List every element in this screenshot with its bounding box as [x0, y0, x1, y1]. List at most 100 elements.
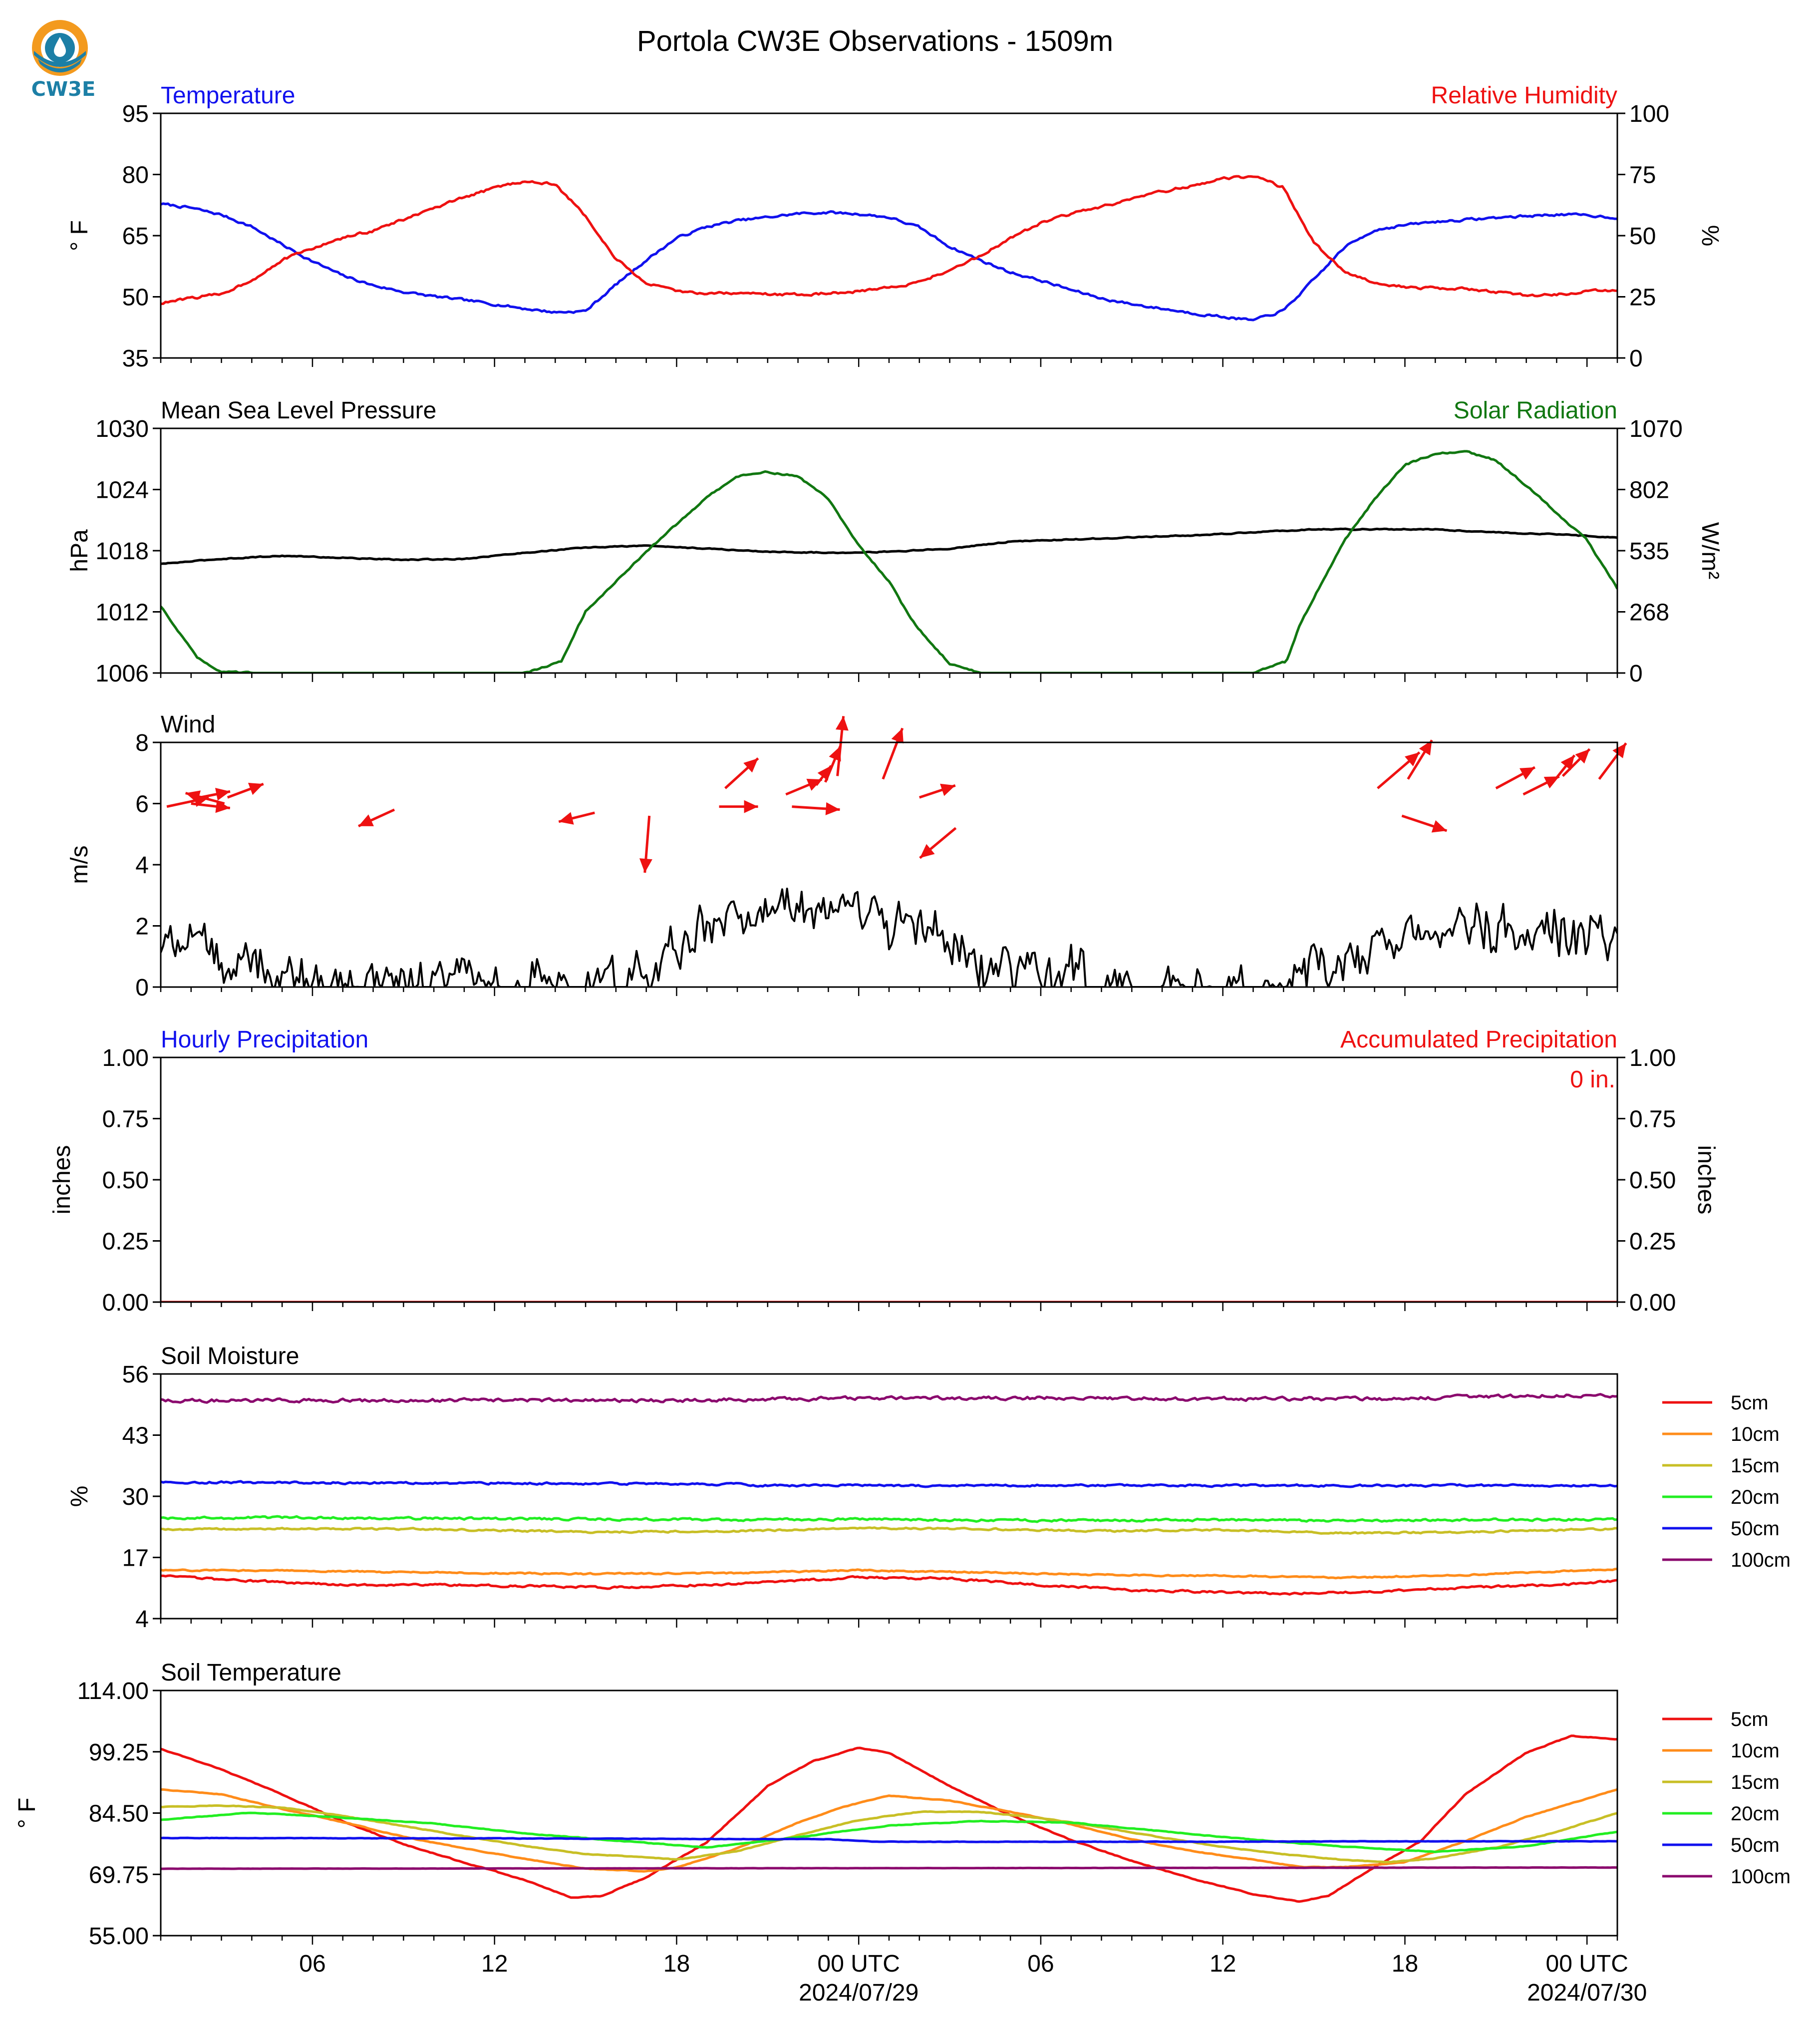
- panel-title-left: Mean Sea Level Pressure: [161, 397, 436, 424]
- x-tick-label: 06: [1027, 1951, 1054, 1977]
- series-line-mean-sea-level-pressure: [161, 527, 1617, 565]
- y-tick-label: 35: [122, 345, 149, 372]
- series-line-temperature: [161, 202, 1617, 322]
- wind-arrow-head: [248, 782, 264, 795]
- y-tick-label-right: 0.25: [1629, 1229, 1676, 1255]
- y-tick-label-right: 50: [1629, 223, 1656, 250]
- panel-pressure_solar: [153, 427, 1625, 682]
- y-tick-label-right: 25: [1629, 285, 1656, 311]
- series-line-15cm: [161, 1526, 1617, 1535]
- y-tick-label: 17: [122, 1545, 149, 1572]
- y-tick-label-right: 0.50: [1629, 1167, 1676, 1194]
- y-tick-label: 1012: [95, 600, 149, 626]
- series-group: [161, 175, 1617, 322]
- series-line-5cm: [161, 1574, 1617, 1596]
- panel-precip: [153, 1056, 1625, 1311]
- x-tick-date-label: 2024/07/30: [1527, 1980, 1647, 2006]
- y-tick-label: 69.75: [89, 1862, 149, 1888]
- wind-arrow-head: [1612, 743, 1626, 758]
- wind-arrows: [166, 716, 1627, 873]
- legend: [1662, 1717, 1712, 1878]
- series-line-10cm: [161, 1788, 1617, 1873]
- panel-title-left: Wind: [161, 711, 215, 738]
- series-line-20cm: [161, 1515, 1617, 1523]
- y-tick-label: 4: [135, 1606, 149, 1633]
- legend: [1662, 1401, 1712, 1561]
- y-tick-label-right: 535: [1629, 538, 1669, 565]
- y-tick-label-right: 268: [1629, 600, 1669, 626]
- legend-label: 10cm: [1731, 1740, 1780, 1762]
- wind-arrow-head: [559, 812, 574, 825]
- y-tick-label: 8: [135, 730, 149, 756]
- y-axis-label: inches: [49, 1145, 75, 1215]
- y-axis-label-right: %: [1697, 225, 1723, 247]
- y-tick-label: 0.75: [102, 1106, 149, 1133]
- accumulated-precip-total: 0 in.: [1570, 1066, 1615, 1093]
- y-tick-label: 0.25: [102, 1229, 149, 1255]
- panel-wind: [153, 716, 1627, 996]
- y-tick-label-right: 0.00: [1629, 1290, 1676, 1316]
- y-tick-label-right: 1.00: [1629, 1045, 1676, 1071]
- legend-label: 50cm: [1731, 1834, 1780, 1856]
- y-tick-label: 0.00: [102, 1290, 149, 1316]
- legend-label: 5cm: [1731, 1392, 1769, 1414]
- panel-soil_temperature: [153, 1690, 1712, 1945]
- wind-arrow-head: [1431, 820, 1447, 833]
- legend-label: 100cm: [1731, 1549, 1791, 1571]
- y-tick-label-right: 0.75: [1629, 1106, 1676, 1133]
- y-tick-label: 0.50: [102, 1167, 149, 1194]
- cw3e-water-drop-logo-icon: [32, 20, 88, 76]
- y-tick-label: 95: [122, 101, 149, 127]
- y-tick-label: 114.00: [77, 1678, 149, 1704]
- series-line-10cm: [161, 1567, 1617, 1580]
- series-line-wind: [161, 887, 1617, 987]
- series-line-100cm: [161, 1393, 1617, 1404]
- wind-arrow-head: [358, 814, 374, 826]
- y-tick-label-right: 802: [1629, 477, 1669, 504]
- y-tick-label-right: 1070: [1629, 416, 1683, 442]
- y-tick-label-right: 75: [1629, 162, 1656, 189]
- wind-arrow-head: [940, 783, 955, 796]
- panel-title-left: Soil Moisture: [161, 1343, 299, 1369]
- wind-arrow-head: [215, 787, 231, 801]
- series-group: [161, 1393, 1617, 1596]
- cw3e-logo: CW3E: [31, 19, 96, 104]
- wind-arrow-head: [1575, 749, 1590, 764]
- series-group: [161, 450, 1617, 673]
- y-tick-label: 1018: [95, 538, 149, 565]
- y-tick-label: 56: [122, 1361, 149, 1388]
- y-tick-label-right: 0: [1629, 661, 1643, 687]
- x-tick-label: 18: [1392, 1951, 1418, 1977]
- y-tick-label: 50: [122, 285, 149, 311]
- x-tick-label: 12: [1210, 1951, 1236, 1977]
- x-tick-label: 06: [299, 1951, 325, 1977]
- figure-title: Portola CW3E Observations - 1509m: [637, 25, 1113, 57]
- series-line-20cm: [161, 1811, 1617, 1853]
- wind-arrow-head: [744, 800, 758, 813]
- y-tick-label: 99.25: [89, 1739, 149, 1766]
- y-tick-label: 1.00: [102, 1045, 149, 1071]
- y-axis-label: %: [66, 1486, 93, 1507]
- y-tick-label: 0: [135, 975, 149, 1001]
- wind-arrow-head: [1405, 752, 1420, 766]
- legend-label: 15cm: [1731, 1771, 1780, 1793]
- y-tick-label: 4: [135, 852, 149, 879]
- series-line-relative-humidity: [161, 175, 1617, 306]
- y-tick-label: 1030: [95, 416, 149, 442]
- y-tick-label: 65: [122, 223, 149, 250]
- y-axis-label: ° F: [14, 1798, 40, 1829]
- y-axis-label: ° F: [66, 220, 93, 251]
- wind-arrow-head: [639, 858, 652, 873]
- x-tick-date-label: 2024/07/29: [799, 1980, 918, 2006]
- series-line-15cm: [161, 1804, 1617, 1864]
- y-axis-label-right: inches: [1693, 1145, 1719, 1215]
- wind-arrow-head: [891, 728, 904, 744]
- wind-arrow-head: [1519, 767, 1535, 780]
- wind-arrow-head: [919, 844, 935, 858]
- wind-arrow-head: [185, 790, 201, 803]
- y-tick-label: 43: [122, 1423, 149, 1449]
- panel-title-right: Solar Radiation: [1454, 397, 1617, 424]
- y-axis-label: hPa: [66, 529, 93, 572]
